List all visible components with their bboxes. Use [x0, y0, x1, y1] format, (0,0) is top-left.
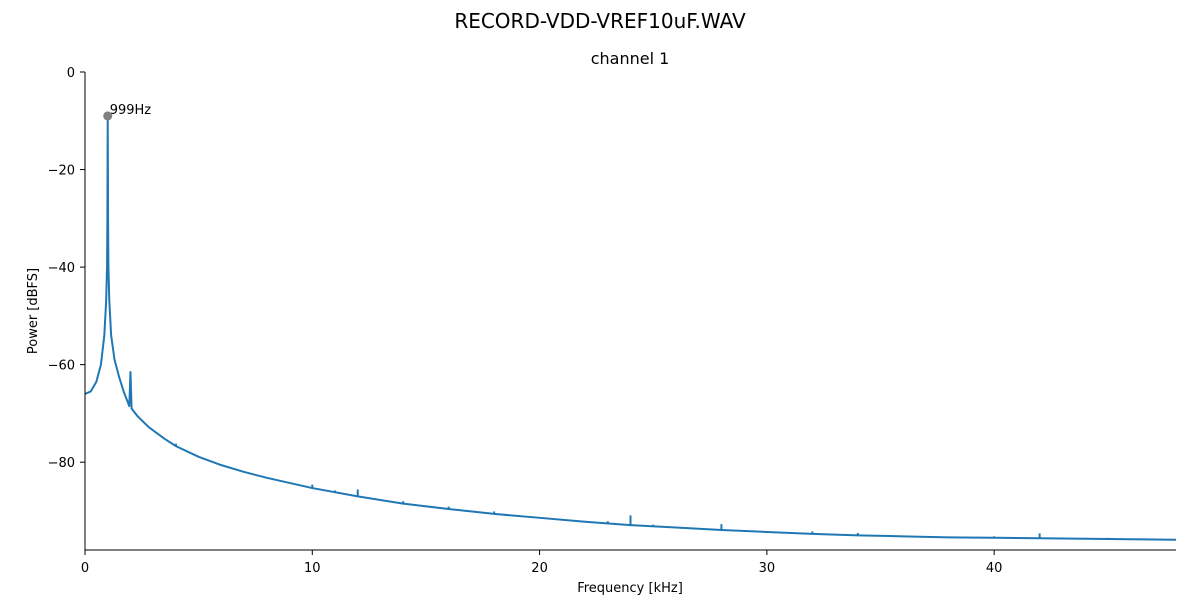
figure-title: RECORD-VDD-VREF10uF.WAV — [454, 9, 746, 33]
x-tick-label: 10 — [304, 561, 321, 576]
x-tick-label: 20 — [531, 561, 548, 576]
peak-marker — [103, 111, 113, 121]
y-tick-label: −80 — [48, 456, 75, 471]
y-tick-label: −40 — [48, 261, 75, 276]
x-axis-label: Frequency [kHz] — [577, 581, 683, 596]
axes-title: channel 1 — [591, 49, 670, 68]
y-tick-label: 0 — [67, 66, 75, 81]
y-axis-ticks: 0 −20 −40 −60 −80 — [48, 66, 85, 471]
y-tick-label: −60 — [48, 359, 75, 374]
plot-area: 999Hz — [85, 103, 1176, 541]
x-tick-label: 30 — [759, 561, 776, 576]
y-tick-label: −20 — [48, 164, 75, 179]
x-axis-ticks: 0 10 20 30 40 — [81, 550, 1003, 576]
peak-annotation: 999Hz — [110, 103, 152, 118]
x-tick-label: 0 — [81, 561, 89, 576]
spectrum-line — [85, 114, 1176, 541]
y-axis-label: Power [dBFS] — [26, 268, 41, 354]
x-tick-label: 40 — [986, 561, 1003, 576]
